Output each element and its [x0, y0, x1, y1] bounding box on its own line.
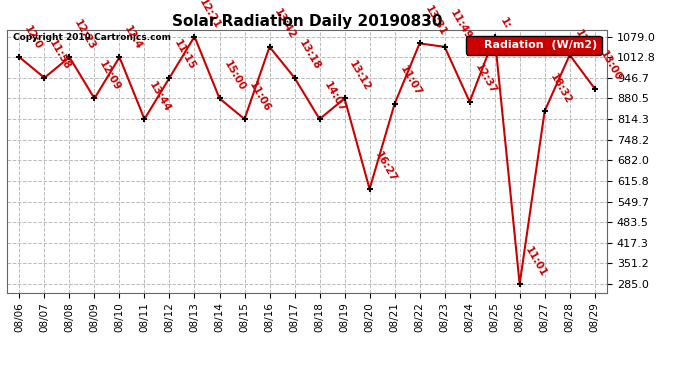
Text: 11:07: 11:07: [397, 64, 423, 98]
Point: [414, 40, 425, 46]
Point: [64, 54, 75, 60]
Point: [214, 95, 225, 101]
Point: [589, 86, 600, 92]
Point: [39, 75, 50, 81]
Point: [364, 186, 375, 192]
Point: [264, 44, 275, 50]
Point: [564, 52, 575, 58]
Point: [239, 116, 250, 122]
Text: 14:07: 14:07: [322, 80, 348, 114]
Point: [539, 108, 550, 114]
Text: 13:42: 13:42: [273, 8, 298, 41]
Text: 16:27: 16:27: [373, 150, 398, 183]
Point: [339, 95, 350, 101]
Text: 11:15: 11:15: [172, 39, 198, 72]
Point: [164, 75, 175, 81]
Text: 15:00: 15:00: [222, 59, 248, 93]
Text: 13:44: 13:44: [148, 80, 172, 114]
Text: 13:00: 13:00: [598, 49, 623, 83]
Text: 11:01: 11:01: [522, 245, 548, 279]
Text: 11:06: 11:06: [248, 80, 273, 114]
Text: 18:32: 18:32: [548, 72, 573, 105]
Text: 12:37: 12:37: [473, 62, 498, 96]
Point: [114, 54, 125, 60]
Point: [464, 99, 475, 105]
Point: [189, 33, 200, 39]
Text: 12:0: 12:0: [22, 24, 44, 52]
Legend: Radiation  (W/m2): Radiation (W/m2): [466, 36, 602, 54]
Point: [489, 33, 500, 39]
Title: Solar Radiation Daily 20190830: Solar Radiation Daily 20190830: [172, 14, 442, 29]
Point: [389, 101, 400, 107]
Point: [89, 95, 100, 101]
Text: Copyright 2019 Cartronics.com: Copyright 2019 Cartronics.com: [13, 33, 171, 42]
Text: 11:58: 11:58: [48, 39, 72, 72]
Text: 1:: 1:: [497, 16, 512, 31]
Text: 13:12: 13:12: [348, 59, 373, 93]
Point: [439, 44, 450, 50]
Text: 12:: 12:: [573, 28, 591, 50]
Point: [314, 116, 325, 122]
Point: [514, 281, 525, 287]
Text: 12:4: 12:4: [122, 24, 144, 52]
Text: 12:09: 12:09: [97, 59, 123, 93]
Point: [139, 116, 150, 122]
Text: 12:21: 12:21: [197, 0, 223, 31]
Point: [289, 75, 300, 81]
Text: 13:31: 13:31: [422, 4, 448, 38]
Point: [14, 54, 25, 60]
Text: 12:23: 12:23: [72, 18, 98, 52]
Text: 11:49: 11:49: [448, 8, 473, 41]
Text: 13:18: 13:18: [297, 39, 323, 72]
